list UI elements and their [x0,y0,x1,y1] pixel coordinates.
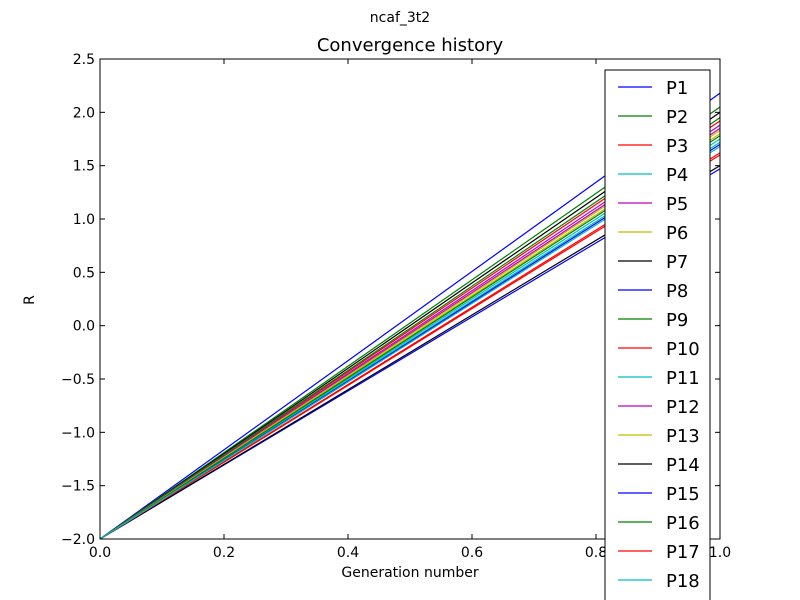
legend-label-p17: P17 [666,542,700,563]
legend-label-p9: P9 [666,310,688,331]
x-tick-label: 0.2 [213,545,235,561]
legend-label-p6: P6 [666,223,688,244]
legend-label-p7: P7 [666,252,688,273]
legend-label-p13: P13 [666,426,700,447]
y-tick-label: 2.5 [73,52,95,68]
legend-label-p2: P2 [666,107,688,128]
y-tick-label: 1.5 [73,159,95,175]
x-tick-label: 0.4 [337,545,359,561]
x-tick-label: 1.0 [709,545,731,561]
x-tick-label: 0.0 [89,545,111,561]
chart-title: Convergence history [316,35,504,56]
y-tick-label: −1.0 [61,425,95,441]
legend: P1 P2 P3 P4 P5 P6 P7 P8 P9 P10 P11 P12 P13 P14 P15 P16 P… [604,69,711,600]
y-tick-label: 2.0 [73,105,95,121]
x-tick-label: 0.6 [461,545,483,561]
legend-label-p12: P12 [666,397,700,418]
x-tick-label: 0.8 [585,545,607,561]
x-axis-label: Generation number [341,565,479,581]
legend-label-p15: P15 [666,484,700,505]
legend-label-p5: P5 [666,194,688,215]
legend-label-p3: P3 [666,136,688,157]
legend-label-p1: P1 [666,78,688,99]
plot-frame [99,58,721,540]
y-tick-label: −0.5 [61,372,95,388]
y-tick-label: −1.5 [61,479,95,495]
legend-label-p11: P11 [666,368,700,389]
y-tick-label: 0.5 [73,265,95,281]
figure-suptitle: ncaf_3t2 [369,10,431,26]
legend-label-p10: P10 [666,339,700,360]
legend-label-p14: P14 [666,455,700,476]
legend-box [604,69,711,600]
y-tick-label: −2.0 [61,532,95,548]
legend-label-p4: P4 [666,165,688,186]
legend-label-p8: P8 [666,281,688,302]
y-tick-label: 0.0 [73,319,95,335]
y-tick-label: 1.0 [73,212,95,228]
axes-layer: 0.0 0.2 0.4 0.6 0.8 1.0 −2.0 −1.5 −1.0 −0.5 0.0 0.5… [61,52,731,561]
legend-label-p18: P18 [666,571,700,592]
legend-label-p16: P16 [666,513,700,534]
